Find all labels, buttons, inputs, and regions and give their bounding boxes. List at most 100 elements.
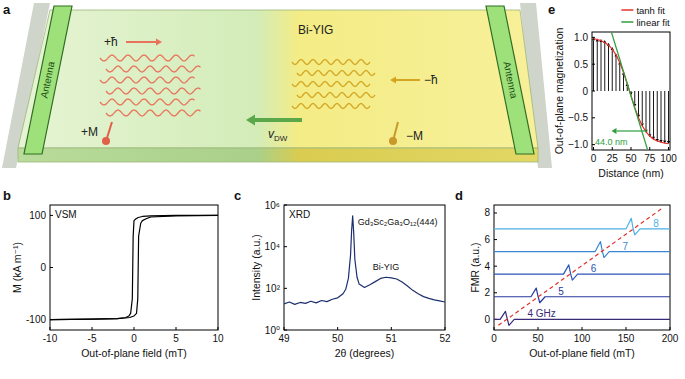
spin-wave [100,55,195,61]
magnetization-arrow [644,91,647,133]
panel-letter: b [3,188,11,203]
antenna-label: Antenna [38,60,56,99]
spin-wave [100,99,195,105]
x-tick-label: 100 [574,333,591,344]
y-tick-label: −0.5 [568,112,588,123]
arrow-shaft [649,91,650,134]
arrow-head [390,76,396,83]
y-tick-label: −1.0 [568,139,588,150]
magnetization-arrow [603,40,606,91]
y-axis-title: M (kA m⁻¹) [11,242,23,293]
pin-head [102,137,110,145]
plot-frame [284,205,445,330]
spin-wave [292,81,370,86]
arrow-head [612,128,617,134]
series-line [494,311,670,325]
peak-label: Gd₃Sc₂Ga₃O₁₂(444) [358,217,438,227]
domain-label: −M [406,129,423,143]
domain-label: +M [81,125,98,139]
y-tick-label: 0 [40,262,46,273]
arrow-shaft [623,75,624,91]
arrow-shaft [638,91,639,115]
series-line [494,242,670,258]
annotation: VSM [55,209,77,220]
y-tick-label: 10⁶ [265,200,280,211]
antenna [486,6,534,154]
curve-label: 6 [591,263,597,274]
figure: AntennaAntenna+ħ−ħBi-YIGvDW+M−Ma-10-5051… [0,0,685,379]
series-line [494,218,670,235]
peak-label: Bi-YIG [373,262,400,272]
arrow-shaft [126,41,156,43]
magnetization-arrow [611,47,614,91]
x-tick-label: 5 [173,333,179,344]
y-tick-label: 10² [266,283,281,294]
plot-frame [592,32,670,150]
x-tick-label: 50 [332,333,344,344]
magnetization-arrow [667,91,670,144]
plot-frame [50,205,218,330]
spin-wave [292,59,370,64]
x-tick-label: 75 [644,153,656,164]
magnetization-arrow [648,91,651,137]
arrow-shaft [653,91,654,137]
spin-label: −ħ [424,73,438,87]
magnetization-arrow [607,43,610,91]
x-axis-title: Out-of-plane field (mT) [81,347,187,359]
curve-label: 4 GHz [527,308,555,319]
panel-letter: d [455,188,463,203]
arrow-head [156,38,162,45]
legend-label: tanh fit [636,5,665,16]
magnetization-arrow [614,53,617,91]
legend-swatch [621,9,633,11]
x-axis-title: Distance (nm) [598,167,663,179]
spin-wave [106,66,201,72]
data-layer [50,215,218,319]
chart: 0255075100−1.0−0.500.51.0Distance (nm)Ou… [548,2,677,179]
arrow-shaft [604,43,605,91]
film-front [18,148,538,162]
y-tick-label: 1.0 [574,32,588,43]
arrow-shaft [668,91,669,141]
arrow-head [246,115,255,126]
y-tick-label: 100 [29,210,46,221]
arrow-shaft [612,50,613,91]
spin-wave [106,88,201,94]
legend-label: linear fit [636,17,670,28]
spin-wave [100,77,195,83]
magnetization-arrow [599,39,602,91]
x-axis-title: 2θ (degrees) [335,347,395,359]
pin-head [389,137,397,145]
arrow-shaft [597,41,598,91]
width-label: 44.0 nm [595,137,628,147]
y-tick-label: 4 [484,261,490,272]
x-tick-label: 0 [131,333,137,344]
diagram: AntennaAntenna+ħ−ħBi-YIGvDW+M−Ma [2,2,552,168]
series-line [612,33,648,150]
magnetization-arrow [663,91,666,144]
legend-swatch [621,21,633,23]
x-tick-label: 50 [532,333,544,344]
y-tick-label: 10⁴ [265,241,280,252]
y-tick-label: -100 [26,314,46,325]
panel-letter: c [234,188,241,203]
x-tick-label: -10 [43,333,58,344]
arrow-shaft [619,65,620,92]
chart: -10-50510-1000100Out-of-plane field (mT)… [3,188,224,359]
x-tick-label: 0 [491,333,497,344]
series-line [284,216,445,304]
arrow-shaft [664,91,665,141]
y-tick-label: 6 [484,234,490,245]
x-tick-label: 10 [212,333,224,344]
arrow-shaft [617,130,648,131]
chart: 4950515210⁰10²10⁴10⁶2θ (degrees)Intensit… [234,188,451,359]
antenna-label: Antenna [501,61,519,100]
y-tick-label: 10⁰ [265,325,280,336]
spin-arrow [390,76,420,83]
magnetization-arrow [659,91,662,143]
arrow-shaft [255,118,302,122]
series-line [50,215,218,319]
velocity-label: vDW [268,127,288,143]
x-axis-title: Out-of-plane field (mT) [529,347,635,359]
y-tick-label: 8 [484,207,490,218]
